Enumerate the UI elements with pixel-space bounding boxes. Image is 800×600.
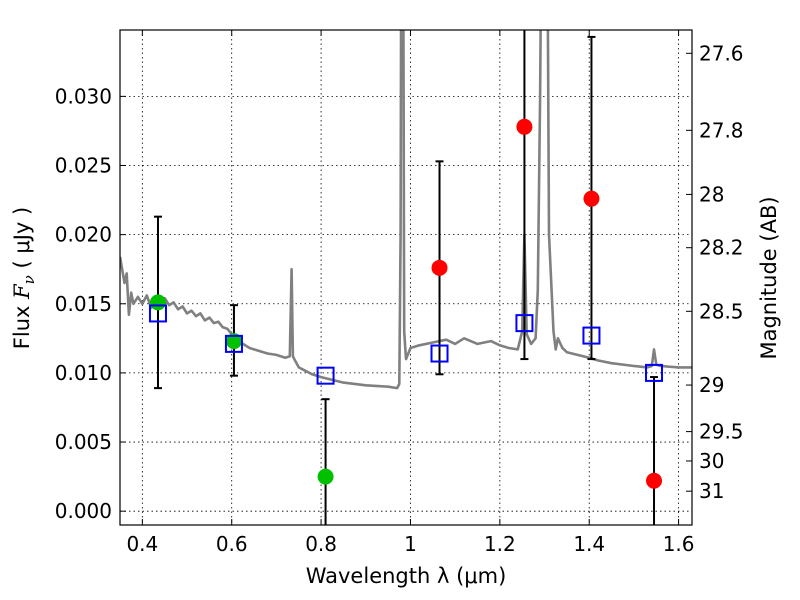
y2-tick-label: 30 xyxy=(699,449,724,473)
data-point xyxy=(516,118,533,135)
model-point xyxy=(645,363,664,382)
y-tick-label: 0.010 xyxy=(55,361,112,385)
y2-tick-label: 28 xyxy=(699,182,724,206)
y2-tick-label: 27.6 xyxy=(699,41,744,65)
y-axis-label-unit: ( μJy ) xyxy=(10,207,34,275)
y2-tick-label: 29 xyxy=(699,373,724,397)
y2-tick-label: 27.8 xyxy=(699,118,744,142)
error-bars xyxy=(153,30,659,525)
y-tick-label: 0.025 xyxy=(55,154,112,178)
y-tick-label: 0.020 xyxy=(55,223,112,247)
y-axis-label-prefix: Flux xyxy=(10,299,34,349)
data-markers xyxy=(148,118,664,489)
data-point xyxy=(317,468,334,485)
y-axis-label: Flux Fν ( μJy ) xyxy=(10,207,38,349)
x-tick-label: 1.4 xyxy=(573,532,605,556)
data-point xyxy=(646,472,663,489)
x-tick-label: 1.6 xyxy=(663,532,695,556)
x-tick-label: 1.2 xyxy=(484,532,516,556)
x-tick-label: 0.4 xyxy=(126,532,158,556)
y2-tick-label: 28.2 xyxy=(699,236,744,260)
y-axis-label-sub: ν xyxy=(20,275,38,284)
data-point xyxy=(583,190,600,207)
model-point xyxy=(515,314,534,333)
data-point xyxy=(431,259,448,276)
y2-axis-label: Magnitude (AB) xyxy=(757,196,781,359)
model-point xyxy=(582,326,601,345)
grid xyxy=(120,30,692,525)
model-point xyxy=(148,304,167,323)
model-point xyxy=(224,334,243,353)
x-tick-label: 0.6 xyxy=(216,532,248,556)
y2-tick-label: 31 xyxy=(699,479,724,503)
model-spectrum-line xyxy=(120,30,692,390)
y-tick-label: 0.000 xyxy=(55,499,112,523)
model-spectrum xyxy=(120,30,692,390)
plot-frame xyxy=(119,29,693,526)
x-tick-label: 0.8 xyxy=(305,532,337,556)
y-tick-label: 0.030 xyxy=(55,84,112,108)
y-axis-label-var: F xyxy=(10,283,34,300)
x-tick-label: 1 xyxy=(404,532,417,556)
y2-tick-label: 28.5 xyxy=(699,299,744,323)
x-axis-label: Wavelength λ (μm) xyxy=(306,564,507,588)
data-point xyxy=(225,333,242,350)
axis-ticks: 0.4 0.6 0.8 1 1.2 1.4 1.6 0.000 0.005 0.010 0.015 0… xyxy=(55,30,744,556)
model-point xyxy=(430,344,449,363)
y-tick-label: 0.005 xyxy=(55,430,112,454)
data-point xyxy=(149,294,166,311)
y-tick-label: 0.015 xyxy=(55,292,112,316)
y2-tick-label: 29.5 xyxy=(699,420,744,444)
model-point xyxy=(316,366,335,385)
